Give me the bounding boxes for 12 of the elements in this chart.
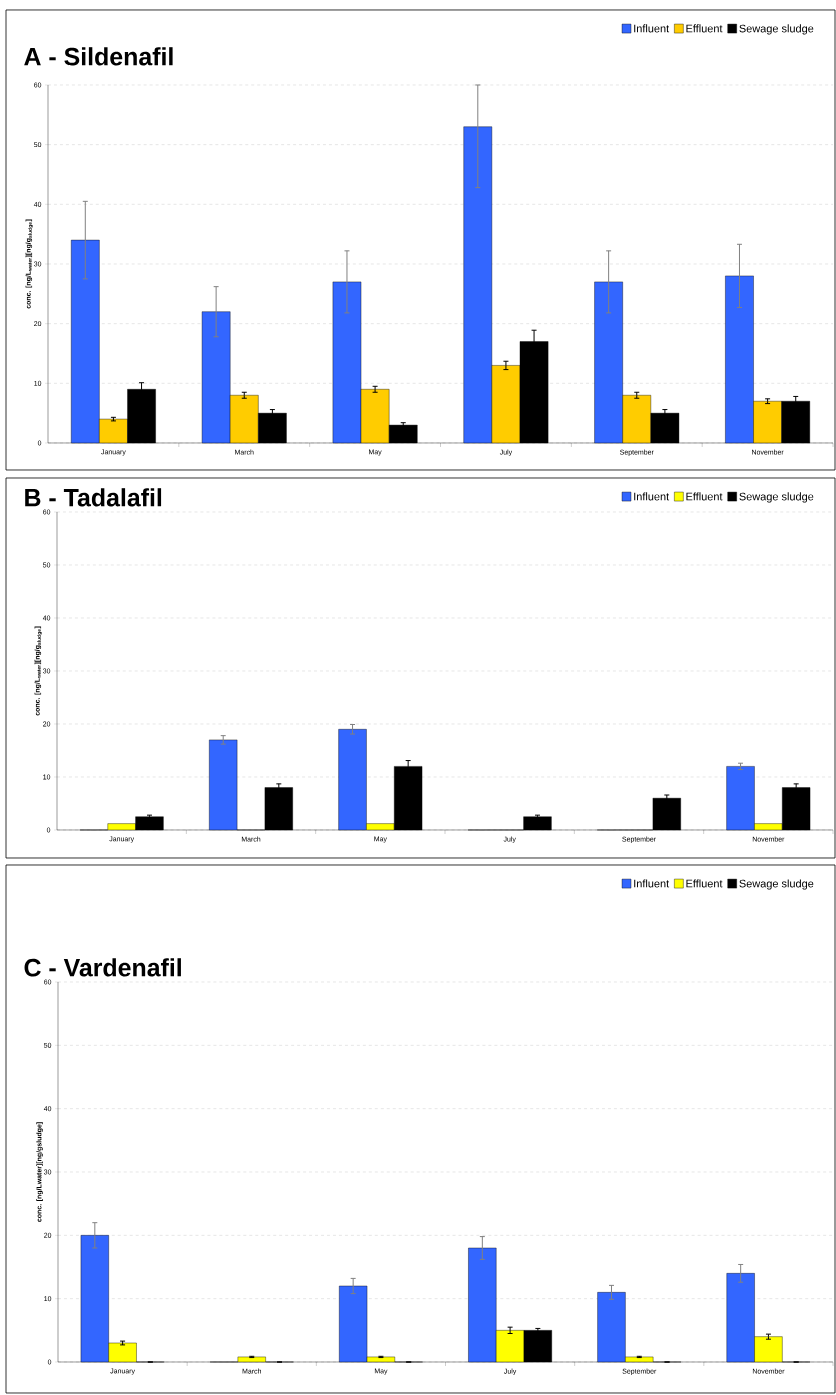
legend-label: Sewage sludge [739,879,814,890]
legend-label: Effluent [686,492,723,501]
legend-label: Effluent [686,24,723,33]
legend-label: Influent [634,492,670,501]
legend-label: Effluent [686,879,723,888]
legend-label: Influent [634,879,670,888]
legend-label: Influent [634,24,670,33]
legend-label: Sewage sludge [739,492,814,503]
legend-label: Sewage sludge [739,24,814,35]
chart-title: B - Tadalafil [25,488,162,507]
chart-title: A - Sildenafil [24,47,173,66]
chart-title: C - Vardenafil [24,958,181,977]
